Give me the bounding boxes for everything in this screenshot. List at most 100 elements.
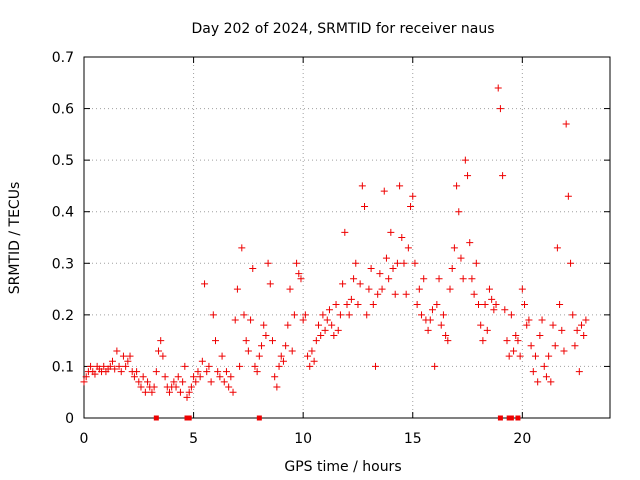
data-point	[407, 203, 415, 211]
data-point	[567, 259, 575, 267]
data-point	[325, 306, 333, 314]
data-point	[225, 383, 233, 391]
data-point	[492, 301, 500, 309]
data-point	[371, 362, 379, 370]
y-tick-label: 0.2	[52, 308, 74, 324]
data-point	[426, 316, 434, 324]
data-point	[378, 285, 386, 293]
data-point	[255, 352, 263, 360]
data-point	[507, 311, 515, 319]
data-point	[139, 373, 147, 381]
data-point	[363, 311, 371, 319]
data-point	[216, 373, 224, 381]
data-point	[358, 182, 366, 190]
data-point	[242, 337, 250, 345]
plot-frame	[83, 56, 611, 419]
data-point	[119, 352, 127, 360]
data-point	[207, 378, 215, 386]
data-point	[106, 362, 114, 370]
data-point	[505, 352, 513, 360]
data-point	[556, 301, 564, 309]
data-point	[209, 311, 217, 319]
data-point	[152, 368, 160, 376]
data-point	[446, 285, 454, 293]
data-point	[124, 357, 132, 365]
data-point	[411, 259, 419, 267]
data-point	[185, 388, 193, 396]
data-point	[409, 192, 417, 200]
gap-marker	[153, 415, 159, 421]
y-tick-label: 0	[65, 411, 74, 427]
data-point	[279, 357, 287, 365]
data-point	[117, 368, 125, 376]
data-point	[564, 192, 572, 200]
data-point	[82, 373, 90, 381]
data-point	[402, 290, 410, 298]
data-point	[481, 301, 489, 309]
data-point	[137, 383, 145, 391]
data-point	[277, 352, 285, 360]
data-point	[459, 275, 467, 283]
data-point	[159, 352, 167, 360]
data-point	[290, 311, 298, 319]
data-point	[396, 182, 404, 190]
data-point	[244, 347, 252, 355]
data-point	[196, 373, 204, 381]
data-point	[420, 275, 428, 283]
data-point	[361, 203, 369, 211]
data-point	[571, 342, 579, 350]
data-point	[273, 383, 281, 391]
gap-marker	[497, 415, 503, 421]
data-point	[135, 378, 143, 386]
data-point	[262, 331, 270, 339]
data-point	[130, 373, 138, 381]
data-point	[299, 316, 307, 324]
data-point	[144, 378, 152, 386]
gap-marker	[515, 415, 521, 421]
data-point	[150, 383, 158, 391]
data-point	[321, 326, 329, 334]
data-point	[393, 259, 401, 267]
data-point	[260, 321, 268, 329]
data-point	[183, 393, 191, 401]
data-point	[203, 368, 211, 376]
data-point	[453, 182, 461, 190]
data-point	[192, 378, 200, 386]
data-point	[389, 264, 397, 272]
data-point	[236, 362, 244, 370]
data-point	[310, 357, 318, 365]
data-point	[345, 311, 353, 319]
data-point	[356, 280, 364, 288]
data-point	[428, 306, 436, 314]
data-point	[249, 264, 257, 272]
data-point	[569, 311, 577, 319]
data-point	[297, 275, 305, 283]
data-point	[560, 347, 568, 355]
data-point	[404, 244, 412, 252]
data-point	[468, 275, 476, 283]
x-tick-label: 10	[294, 431, 312, 447]
data-point	[499, 172, 507, 180]
data-point	[450, 244, 458, 252]
data-point	[413, 301, 421, 309]
data-point	[174, 373, 182, 381]
data-point	[472, 259, 480, 267]
x-tick-label: 20	[513, 431, 531, 447]
data-point	[461, 156, 469, 164]
data-point	[293, 259, 301, 267]
data-point	[165, 388, 173, 396]
data-point	[319, 311, 327, 319]
data-point	[431, 362, 439, 370]
x-axis-label: GPS time / hours	[284, 459, 401, 475]
data-point	[113, 347, 121, 355]
x-tick-label: 5	[189, 431, 198, 447]
data-point	[194, 368, 202, 376]
data-point	[510, 347, 518, 355]
data-point	[387, 228, 395, 236]
data-point	[179, 378, 187, 386]
data-point	[323, 316, 331, 324]
data-point	[111, 365, 119, 373]
data-point	[266, 280, 274, 288]
data-point	[181, 362, 189, 370]
